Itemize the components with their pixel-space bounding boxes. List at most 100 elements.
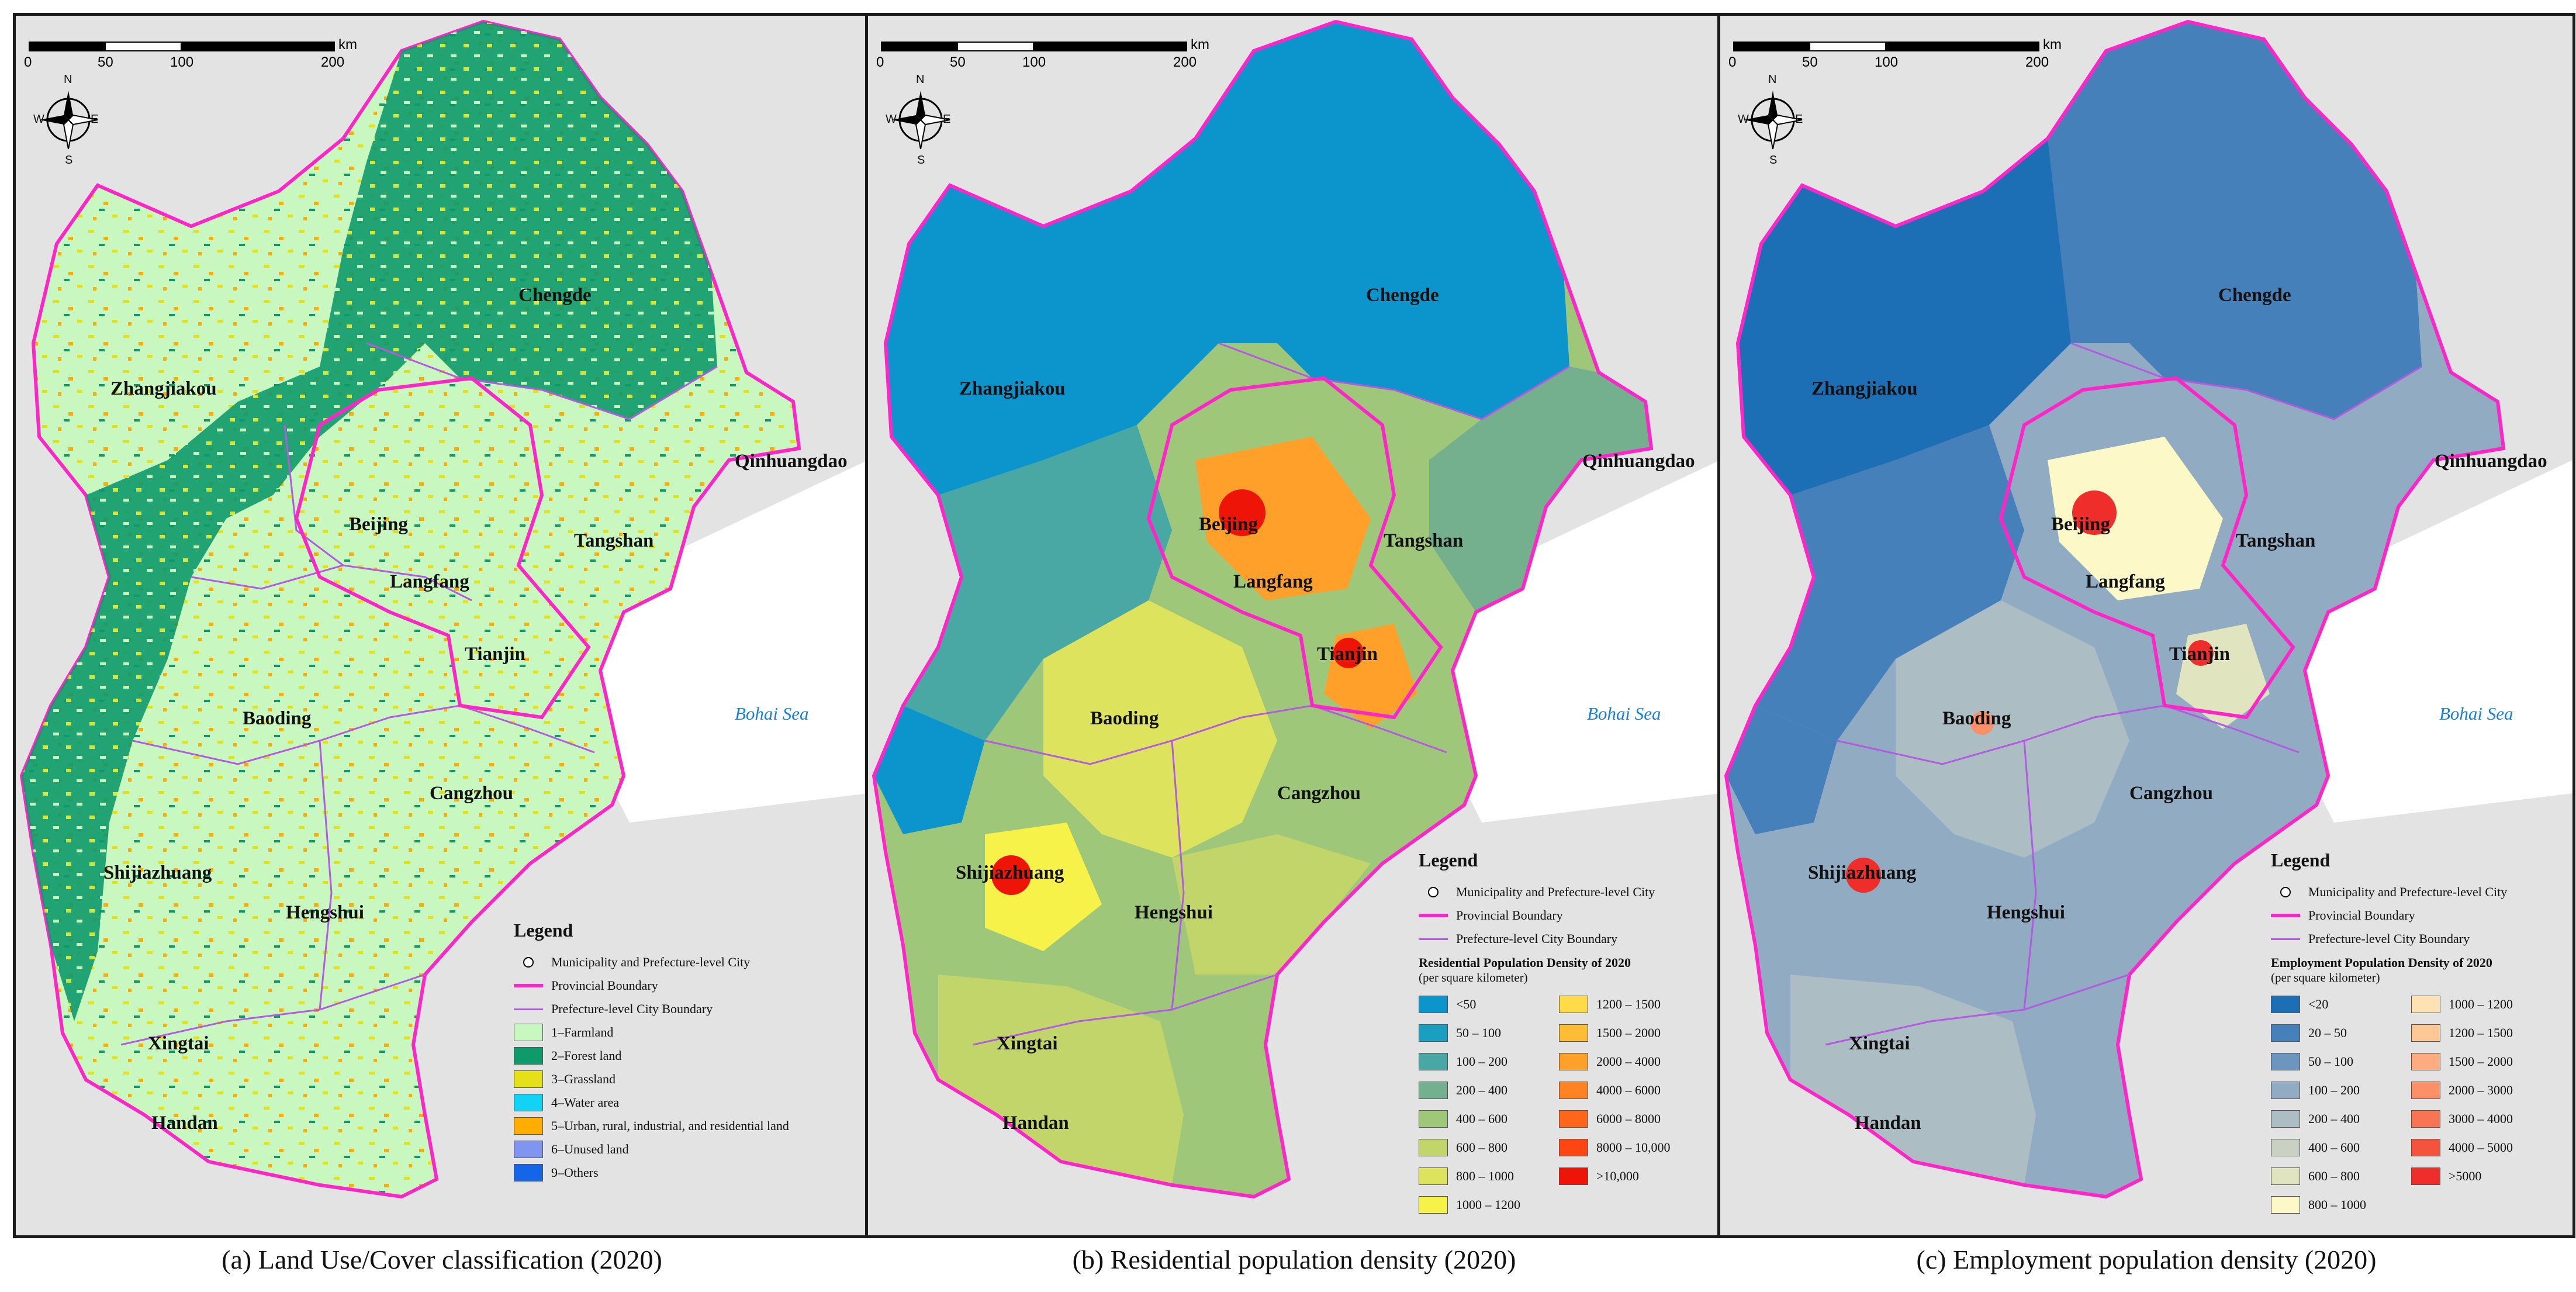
employment-map xyxy=(1724,19,2572,1199)
map-panel-residential: 0 50 100 200 km N S E W Chengde Zhangjia… xyxy=(865,13,1723,1238)
city-label-shijiazhuang: Shijiazhuang xyxy=(103,862,212,883)
compass-s: S xyxy=(917,154,925,167)
employment-class-label: 2000 – 3000 xyxy=(2449,1082,2513,1097)
scale-tick: 200 xyxy=(321,54,345,70)
city-symbol-icon xyxy=(1419,883,1448,901)
city-label-zhangjiakou: Zhangjiakou xyxy=(959,378,1066,399)
employment-class-row: 4000 – 5000 xyxy=(2411,1133,2551,1162)
city-symbol-icon xyxy=(2271,883,2300,901)
city-label-baoding: Baoding xyxy=(1942,708,2011,729)
employment-class-label: 1500 – 2000 xyxy=(2449,1053,2513,1069)
city-label-handan: Handan xyxy=(1855,1113,1921,1134)
employment-class-swatch xyxy=(2411,1081,2440,1099)
employment-class-swatch xyxy=(2411,1052,2440,1070)
landuse-class-row: 4–Water area xyxy=(514,1091,789,1114)
employment-class-row: 1000 – 1200 xyxy=(2411,990,2551,1018)
city-label-qinhuangdao: Qinhuangdao xyxy=(1582,451,1695,472)
residential-class-label: 1500 – 2000 xyxy=(1596,1025,1661,1040)
city-label-langfang: Langfang xyxy=(2086,571,2165,592)
scale-tick: 0 xyxy=(1728,54,1737,70)
legend-landuse: Legend Municipality and Prefecture-level… xyxy=(514,920,789,1184)
city-label-cangzhou: Cangzhou xyxy=(2129,783,2214,804)
employment-class-swatch xyxy=(2411,1024,2440,1042)
city-label-tianjin: Tianjin xyxy=(465,644,525,665)
legend-employment: Legend Municipality and Prefecture-level… xyxy=(2271,849,2551,1219)
sea-label: Bohai Sea xyxy=(1587,703,1661,724)
city-label-baoding: Baoding xyxy=(1090,708,1159,729)
north-arrow-icon: N S E W xyxy=(33,73,103,167)
compass-n: N xyxy=(64,73,72,86)
city-label-tangshan: Tangshan xyxy=(2236,530,2316,551)
employment-class-label: 50 – 100 xyxy=(2308,1053,2353,1069)
city-label-cangzhou: Cangzhou xyxy=(1277,783,1361,804)
density-unit: (per square kilometer) xyxy=(2271,970,2380,984)
landuse-class-swatch xyxy=(514,1117,543,1135)
city-label-qinhuangdao: Qinhuangdao xyxy=(735,451,848,472)
residential-class-row: 800 – 1000 xyxy=(1419,1162,1559,1190)
provincial-line-icon xyxy=(2271,907,2300,924)
employment-class-label: 200 – 400 xyxy=(2308,1111,2360,1126)
landuse-class-swatch xyxy=(514,1094,543,1111)
city-label-zhangjiakou: Zhangjiakou xyxy=(1811,378,1918,399)
residential-class-label: 2000 – 4000 xyxy=(1596,1053,1661,1069)
employment-class-label: 4000 – 5000 xyxy=(2449,1139,2513,1155)
legend-provincial: Provincial Boundary xyxy=(551,978,658,993)
city-line-icon xyxy=(2271,930,2300,948)
north-arrow-icon: N S E W xyxy=(886,73,956,167)
legend-city-boundary: Prefecture-level City Boundary xyxy=(551,1001,713,1016)
compass-e: E xyxy=(91,113,99,126)
legend-title: Legend xyxy=(514,920,573,941)
landuse-class-swatch xyxy=(514,1141,543,1158)
city-label-beijing: Beijing xyxy=(349,514,408,535)
city-label-langfang: Langfang xyxy=(390,571,469,592)
city-label-chengde: Chengde xyxy=(2218,285,2291,306)
residential-class-swatch xyxy=(1419,995,1448,1013)
employment-class-row: 2000 – 3000 xyxy=(2411,1076,2551,1104)
sea-label: Bohai Sea xyxy=(735,703,809,724)
residential-class-swatch xyxy=(1419,1081,1448,1099)
residential-class-row: 1500 – 2000 xyxy=(1559,1018,1699,1047)
residential-class-row: 4000 – 6000 xyxy=(1559,1076,1699,1104)
employment-class-swatch xyxy=(2271,1081,2300,1099)
density-unit: (per square kilometer) xyxy=(1419,970,1528,984)
caption-c: (c) Employment population density (2020) xyxy=(1916,1245,2377,1274)
sea-area xyxy=(571,460,868,823)
landuse-class-swatch xyxy=(514,1070,543,1088)
city-label-zhangjiakou: Zhangjiakou xyxy=(110,378,217,399)
city-line-icon xyxy=(514,1000,543,1018)
city-label-shijiazhuang: Shijiazhuang xyxy=(1808,862,1917,883)
employment-class-row: 20 – 50 xyxy=(2271,1018,2411,1047)
landuse-class-label: 9–Others xyxy=(551,1165,599,1180)
landuse-class-swatch xyxy=(514,1164,543,1182)
employment-class-label: >5000 xyxy=(2449,1168,2482,1183)
residential-class-swatch xyxy=(1419,1052,1448,1070)
landuse-class-label: 3–Grassland xyxy=(551,1072,616,1086)
employment-class-row: 800 – 1000 xyxy=(2271,1190,2411,1219)
employment-class-row: 600 – 800 xyxy=(2271,1162,2411,1190)
employment-class-label: 1200 – 1500 xyxy=(2449,1025,2513,1040)
residential-class-swatch xyxy=(1419,1024,1448,1042)
city-label-beijing: Beijing xyxy=(2051,514,2110,535)
compass-w: W xyxy=(886,113,897,126)
city-label-baoding: Baoding xyxy=(243,708,312,729)
sea-label: Bohai Sea xyxy=(2439,703,2513,724)
landuse-class-label: 6–Unused land xyxy=(551,1142,629,1156)
employment-class-label: 800 – 1000 xyxy=(2308,1197,2366,1212)
residential-class-row: 200 – 400 xyxy=(1419,1076,1559,1104)
city-label-chengde: Chengde xyxy=(518,285,592,306)
employment-class-label: 3000 – 4000 xyxy=(2449,1111,2513,1126)
city-line-icon xyxy=(1419,930,1448,948)
city-label-hengshui: Hengshui xyxy=(1135,902,1213,923)
city-label-langfang: Langfang xyxy=(1233,571,1313,592)
landuse-class-label: 5–Urban, rural, industrial, and resident… xyxy=(551,1118,789,1133)
residential-class-label: 600 – 800 xyxy=(1456,1139,1507,1155)
residential-class-swatch xyxy=(1559,995,1588,1013)
employment-class-swatch xyxy=(2411,995,2440,1013)
city-label-xingtai: Xingtai xyxy=(997,1033,1058,1054)
legend-provincial: Provincial Boundary xyxy=(2308,908,2415,923)
scale-tick: 200 xyxy=(1173,54,1197,70)
city-label-handan: Handan xyxy=(151,1113,218,1134)
forest-belt xyxy=(22,22,717,1021)
city-label-tianjin: Tianjin xyxy=(1317,644,1378,665)
city-symbol-icon xyxy=(514,954,543,971)
